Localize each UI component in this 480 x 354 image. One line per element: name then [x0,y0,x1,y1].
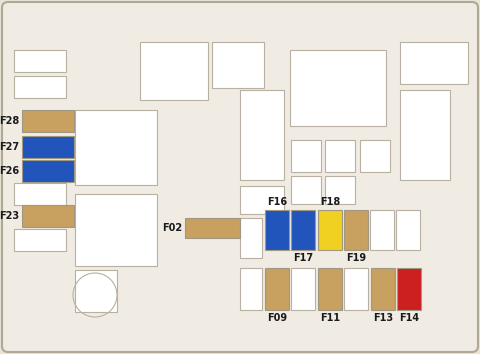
Bar [370,210,394,250]
Bar [400,90,450,180]
Text: F28: F28 [0,116,19,126]
Bar [14,229,66,251]
Bar [14,50,66,72]
Bar [400,42,468,84]
Bar [344,268,368,310]
Bar [140,42,208,100]
Bar [22,110,74,132]
Bar [22,160,74,182]
Text: F19: F19 [346,253,366,263]
Bar [325,176,355,204]
Bar [397,268,421,310]
Bar [240,186,284,214]
Bar [22,136,74,158]
Text: F14: F14 [399,313,419,323]
Bar [291,176,321,204]
Text: F18: F18 [320,197,340,207]
Text: F17: F17 [293,253,313,263]
Bar [212,42,264,88]
Bar [290,50,386,126]
Bar [318,210,342,250]
Bar [240,90,284,180]
Text: F26: F26 [0,166,19,176]
Text: F11: F11 [320,313,340,323]
Bar [265,268,289,310]
Bar [371,268,395,310]
Bar [14,76,66,98]
Bar [75,270,117,312]
Bar [291,210,315,250]
Bar [360,140,390,172]
Bar [75,194,157,266]
Text: F16: F16 [267,197,287,207]
Text: F27: F27 [0,142,19,152]
Bar [291,140,321,172]
Text: F09: F09 [267,313,287,323]
Bar [325,140,355,172]
Bar [265,210,289,250]
Text: F02: F02 [162,223,182,233]
Bar [185,218,240,238]
Bar [240,218,262,258]
Bar [291,268,315,310]
Bar [240,268,262,310]
Bar [396,210,420,250]
Text: F23: F23 [0,211,19,221]
Text: F13: F13 [373,313,393,323]
Bar [75,110,157,185]
Bar [318,268,342,310]
Bar [14,183,66,205]
Bar [344,210,368,250]
Bar [22,205,74,227]
